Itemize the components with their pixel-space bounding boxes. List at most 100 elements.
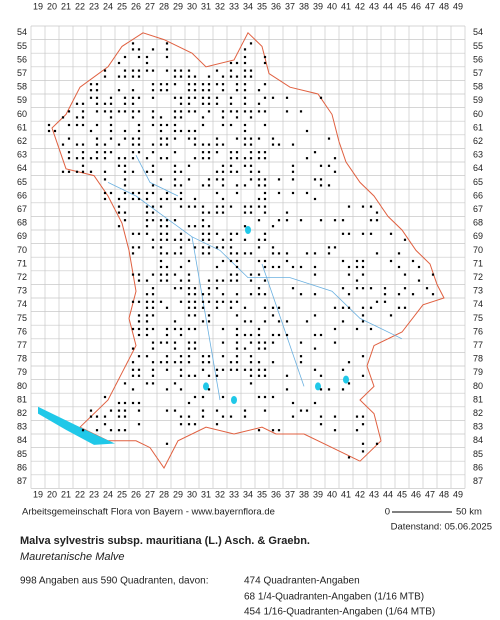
occurrence-dot [257, 395, 261, 399]
occurrence-dot [257, 151, 261, 154]
occurrence-dot [229, 110, 233, 113]
occurrence-dot [193, 347, 197, 350]
occurrence-dot [207, 252, 211, 255]
occurrence-dot [187, 300, 191, 303]
occurrence-dot [257, 259, 261, 263]
occurrence-dot [243, 123, 247, 127]
occurrence-dot [257, 205, 261, 208]
occurrence-dot [221, 205, 225, 208]
occurrence-dot [257, 219, 261, 222]
state-border [51, 31, 445, 469]
row-label: 55 [473, 41, 483, 51]
occurrence-dot [375, 252, 379, 255]
occurrence-dot [313, 314, 317, 317]
occurrence-dot [375, 300, 379, 303]
occurrence-dot [319, 388, 323, 391]
occurrence-dot [117, 143, 121, 146]
occurrence-dot [109, 110, 113, 113]
row-label: 87 [473, 476, 483, 486]
occurrence-dot [187, 355, 191, 358]
occurrence-dot [347, 293, 351, 296]
occurrence-dot [151, 123, 155, 127]
column-label: 48 [439, 489, 449, 499]
occurrence-dot [285, 219, 289, 222]
column-label: 28 [159, 1, 169, 11]
occurrence-dot [131, 388, 135, 391]
occurrence-dot [145, 320, 149, 323]
occurrence-dot [369, 232, 373, 235]
occurrence-dot [285, 388, 289, 391]
occurrence-dot [109, 137, 113, 140]
occurrence-dot [89, 89, 93, 92]
column-label: 29 [173, 489, 183, 499]
occurrence-dot [123, 219, 127, 222]
occurrence-dot [165, 442, 169, 445]
occurrence-dot [221, 259, 225, 263]
occurrence-dot [131, 96, 135, 99]
occurrence-dot [193, 287, 197, 290]
occurrence-dot [151, 83, 155, 86]
column-label: 38 [299, 489, 309, 499]
occurrence-dot [221, 293, 225, 296]
occurrence-dot [137, 314, 141, 317]
occurrence-dot [361, 259, 365, 263]
occurrence-dot [151, 347, 155, 350]
occurrence-dot [271, 306, 275, 309]
occurrence-dot [229, 273, 233, 276]
occurrence-dot [299, 110, 303, 113]
row-label: 74 [473, 299, 483, 309]
occurrence-dot [235, 184, 239, 187]
river [107, 182, 403, 340]
occurrence-dot [173, 164, 177, 167]
occurrence-dot [271, 341, 275, 344]
occurrence-dot [263, 238, 267, 241]
occurrence-dot [131, 42, 135, 45]
occurrence-dot [193, 423, 197, 426]
occurrence-dot [187, 287, 191, 290]
occurrence-dot [341, 219, 345, 222]
occurrence-dot [137, 279, 141, 282]
occurrence-dot [123, 191, 127, 195]
occurrence-dot [221, 178, 225, 181]
occurrence-dot [131, 374, 135, 377]
occurrence-dot [383, 287, 387, 290]
occurrence-dot [117, 164, 121, 167]
occurrence-dot [229, 157, 233, 160]
occurrence-dot [165, 225, 169, 228]
occurrence-dot [131, 89, 135, 92]
occurrence-dot [117, 157, 121, 160]
occurrence-dot [263, 151, 267, 154]
occurrence-dot [215, 368, 219, 371]
column-label: 27 [145, 489, 155, 499]
occurrence-dot [313, 347, 317, 350]
occurrence-dot [201, 368, 205, 371]
row-label: 87 [17, 476, 27, 486]
occurrence-dot [285, 110, 289, 113]
occurrence-dot [277, 178, 281, 181]
occurrence-dot [173, 170, 177, 173]
occurrence-dot [249, 110, 253, 113]
column-label: 31 [201, 489, 211, 499]
row-label: 79 [17, 367, 27, 377]
occurrence-dot [355, 287, 359, 290]
occurrence-dot [131, 116, 135, 119]
occurrence-dot [159, 273, 163, 276]
occurrence-dot [207, 143, 211, 146]
column-label: 45 [397, 489, 407, 499]
occurrence-dot [145, 191, 149, 195]
row-label: 69 [17, 231, 27, 241]
occurrence-dot [313, 197, 317, 201]
occurrence-dot [201, 157, 205, 160]
occurrence-dot [179, 110, 183, 113]
occurrence-dot [271, 429, 275, 432]
occurrence-dot [137, 355, 141, 358]
occurrence-dot [145, 219, 149, 222]
occurrence-dot [221, 300, 225, 303]
occurrence-dot [137, 368, 141, 371]
occurrence-dot [319, 374, 323, 377]
column-label: 47 [425, 489, 435, 499]
species-title: Malva sylvestris subsp. mauritiana (L.) … [20, 535, 310, 547]
row-label: 63 [473, 150, 483, 160]
occurrence-dot [159, 205, 163, 208]
occurrence-dot [89, 170, 93, 173]
